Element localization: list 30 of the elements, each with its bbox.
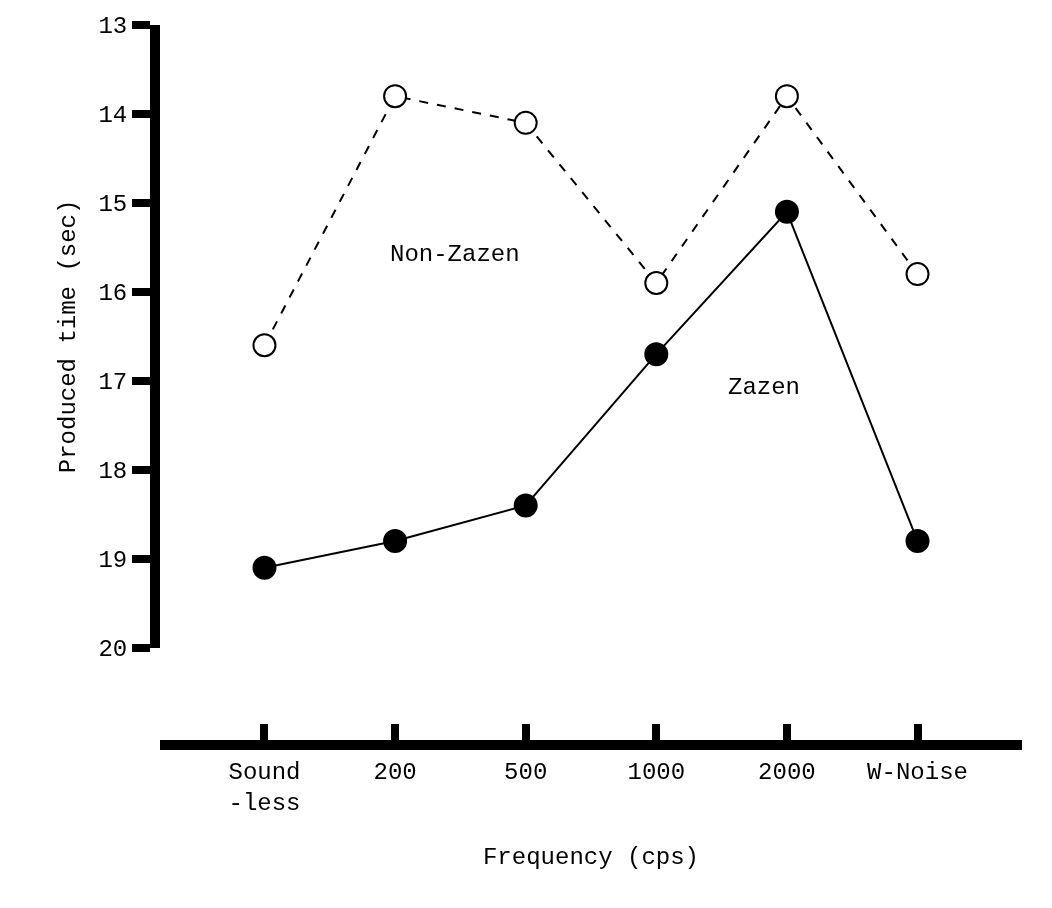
x-tick-label: 500 [504, 758, 548, 786]
x-axis-title: Frequency (cps) [482, 843, 700, 871]
series-label: Zazen [728, 374, 801, 401]
point [905, 529, 930, 554]
point [774, 84, 799, 109]
point [252, 555, 277, 580]
y-tick-label: 15 [98, 191, 128, 219]
text: Non-Zazen [390, 241, 520, 268]
point [252, 333, 277, 358]
point [383, 529, 408, 554]
x-tick-label: 1000 [627, 758, 686, 786]
point [383, 84, 408, 109]
y-tick-label: 13 [98, 13, 128, 41]
y-tick-label: 20 [98, 636, 128, 664]
x-tick-label: Sound -less [228, 758, 301, 817]
x-tick-label: W-Noise [867, 758, 968, 786]
point [774, 199, 799, 224]
y-tick-label: 16 [98, 280, 128, 308]
y-tick-label: 19 [98, 547, 128, 575]
y-axis-title: Produced time (sec) [54, 199, 82, 474]
point [905, 262, 930, 287]
y-tick-label: 17 [98, 369, 128, 397]
y-tick-label: 18 [98, 458, 128, 486]
x-tick-label: 2000 [758, 758, 816, 786]
point [644, 342, 669, 367]
x-tick-label: 200 [373, 758, 417, 786]
point [644, 271, 669, 296]
y-tick-label: 14 [98, 102, 128, 130]
point [513, 110, 538, 135]
point [513, 493, 538, 518]
